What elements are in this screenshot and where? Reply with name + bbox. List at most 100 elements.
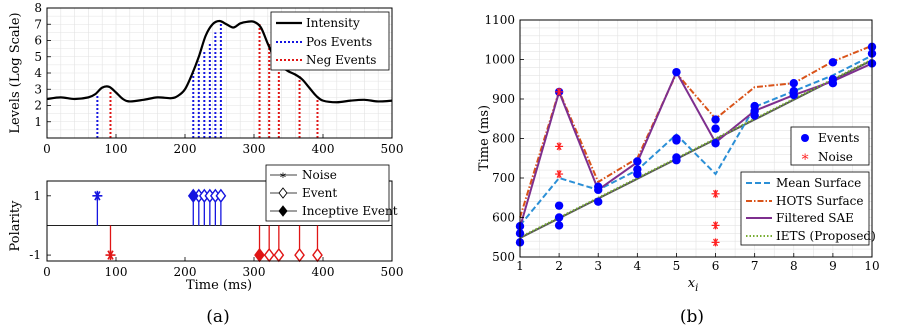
legend-event-label: Event [302,186,337,200]
b-ylabel: Time (ms) [477,105,492,171]
legend-noise-b-label: Noise [818,150,853,164]
panel-a-intensity-plot: 0 100 200 300 400 500 1 2 3 4 5 6 7 8 Levels (Log Sca… [8,1,403,156]
b-ytick-label: 800 [492,132,515,146]
a2-stems [92,188,323,263]
b-xtick-label: 5 [673,259,681,273]
a1-xtick-label: 300 [243,142,266,156]
event-dot [554,221,564,230]
a1-event-lines [96,21,319,138]
a2-ylabel: Polarity [8,200,23,252]
a1-xtick-label: 400 [312,142,335,156]
b-legend-top-box [790,126,870,166]
b-ytick-label: 1100 [484,13,515,27]
a2-legend: ∗ Noise Event Inceptive Event [265,164,398,222]
a1-ytick-label: 4 [34,66,42,80]
caption-b: (b) [680,307,704,327]
b-legend-bottom-box [740,171,870,246]
event-marker [273,247,285,263]
a2-ytick-label: 1 [33,189,41,203]
event-dot [711,139,720,148]
event-dot [633,157,642,166]
legend-noise-b-marker: ∗ [800,149,810,165]
b-xtick-label: 6 [712,259,720,273]
event-dot [672,153,681,162]
a1-ytick-label: 7 [34,17,42,31]
b-series-lines [519,44,873,239]
a1-ticks: 0 100 200 300 400 500 1 2 3 4 5 6 7 8 [34,1,403,156]
b-scatter-markers [515,42,877,247]
event-dot [554,201,564,210]
b-xlabel-sub: i [695,283,698,294]
event-dot [672,67,681,77]
a2-axes-box [46,180,393,262]
a1-xtick-label: 100 [105,142,128,156]
legend-events-label: Events [818,131,859,145]
legend-inceptive-marker [278,205,288,217]
event-dot [594,197,603,206]
a1-ytick-label: 6 [34,34,42,48]
legend-noise-label: Noise [302,168,337,182]
b-ytick-label: 600 [492,211,515,225]
a2-ytick-label: -1 [29,248,41,262]
event-dot [828,58,838,67]
b-ytick-label: 700 [492,171,515,185]
event-dot [711,124,720,133]
inceptive-event-marker [187,188,199,203]
a2-xtick-label: 100 [105,265,128,279]
a1-ytick-label: 2 [34,99,42,113]
event-dot [789,79,798,88]
a2-xtick-label: 500 [381,265,404,279]
b-legend-bottom: Mean Surface HOTS Surface Filtered SAE I… [740,171,876,246]
b-xtick-label: 10 [864,259,879,273]
b-legend-top: Events ∗ Noise [790,126,870,166]
legend-hots-label: HOTS Surface [776,194,863,208]
legend-intensity-label: Intensity [306,16,360,30]
b-xtick-label: 4 [634,259,642,273]
b-xtick-label: 8 [790,259,798,273]
legend-noise-marker: ∗ [279,168,287,182]
event-dot [750,101,759,111]
legend-iets-label: IETS (Proposed) [776,229,876,243]
b-xtick-label: 1 [516,259,524,273]
a2-ticks: 0 100 200 300 400 500 1 -1 [29,189,403,279]
a2-xtick-label: 0 [43,265,51,279]
legend-sae-label: Filtered SAE [776,211,854,225]
b-xlabel: xi [688,276,699,294]
legend-mean-label: Mean Surface [776,176,861,190]
b-ytick-label: 900 [492,92,515,106]
a1-ytick-label: 1 [34,115,42,129]
caption-a: (a) [206,307,229,327]
b-ytick-label: 1000 [484,53,515,67]
intensity-line [46,19,393,104]
event-dot [672,134,681,143]
event-dot [633,165,642,174]
a2-xtick-label: 300 [243,265,266,279]
a2-xtick-label: 200 [174,265,197,279]
b-xtick-label: 7 [751,259,759,273]
b-xtick-label: 3 [594,259,602,273]
a1-ytick-label: 8 [34,1,42,15]
a2-xtick-label: 400 [312,265,335,279]
event-dot [789,86,798,96]
event-marker [294,247,305,263]
a1-xtick-label: 200 [174,142,197,156]
b-ticks: 1 2 3 4 5 6 7 8 9 10 500 600 700 800 900 1000 1100 [484,13,879,273]
a1-xtick-label: 500 [381,142,404,156]
a1-ylabel: Levels (Log Scale) [8,12,23,133]
b-xtick-label: 2 [555,259,563,273]
mean-surface-line [519,54,873,227]
event-marker [263,247,275,263]
event-dot [711,115,720,124]
b-ytick-label: 500 [492,250,515,264]
inceptive-event-marker [254,247,265,263]
event-dot [554,213,564,222]
panel-b-time-plot: 1 2 3 4 5 6 7 8 9 10 500 600 700 800 900 1000 1100 Time … [477,13,880,294]
panel-a-polarity-plot: 0 100 200 300 400 500 1 -1 Polarity Time (ms) ∗… [8,164,403,293]
event-marker [215,188,227,203]
a1-legend: Intensity Pos Events Neg Events [270,11,390,71]
a1-legend-box [270,11,390,71]
legend-inceptive-label: Inceptive Event [302,204,398,218]
event-marker [312,247,323,263]
hots-surface-line [519,44,873,218]
